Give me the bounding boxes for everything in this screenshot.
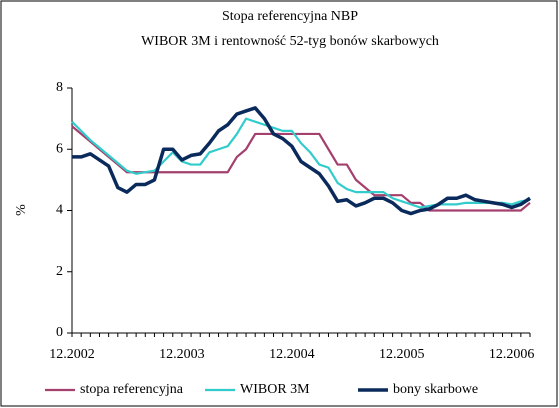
x-tick-label: 12.2002 <box>49 347 95 362</box>
y-tick-label: 2 <box>56 264 63 279</box>
x-tick-label: 12.2005 <box>379 347 425 362</box>
x-tick-label: 12.2003 <box>159 347 205 362</box>
y-tick-label: 4 <box>56 203 63 218</box>
series-line <box>72 106 531 216</box>
x-tick-label: 12.2006 <box>489 347 535 362</box>
legend-label: bony skarbowe <box>393 382 478 397</box>
legend-label: stopa referencyjna <box>80 382 184 397</box>
y-tick-label: 0 <box>56 325 63 340</box>
legend-label: WIBOR 3M <box>240 382 310 397</box>
y-axis-label: % <box>14 204 29 216</box>
y-tick-label: 6 <box>56 141 63 156</box>
x-tick-label: 12.2004 <box>269 347 315 362</box>
chart-subtitle: WIBOR 3M i rentowność 52-tyg bonów skarb… <box>141 34 439 49</box>
chart-title: Stopa referencyjna NBP <box>222 9 358 24</box>
y-tick-label: 8 <box>56 80 63 95</box>
series-line <box>71 117 531 209</box>
